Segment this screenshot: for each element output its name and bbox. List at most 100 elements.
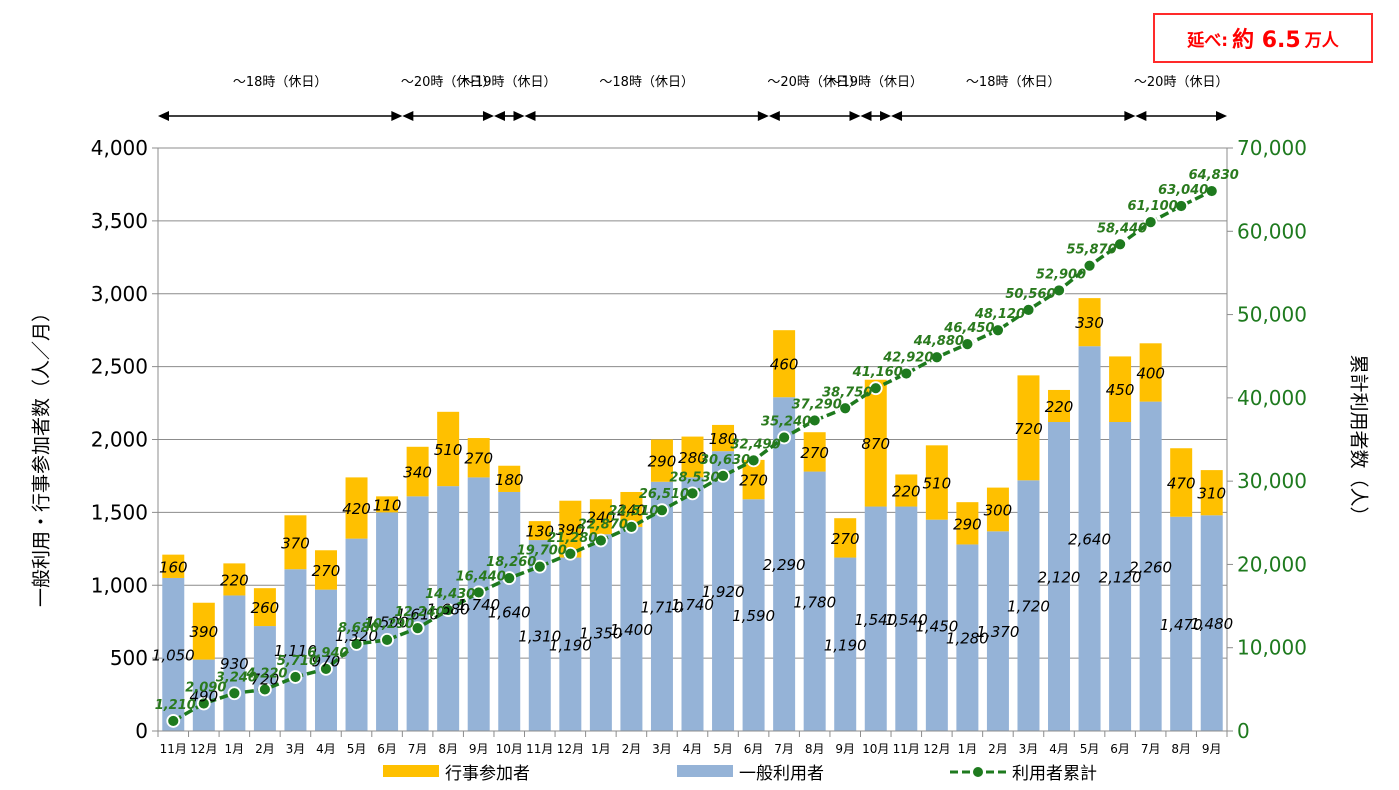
cumulative-label: 61,100	[1128, 199, 1178, 214]
period-arrow-head-right	[482, 111, 494, 121]
cumulative-point	[624, 519, 639, 534]
bar-label-general: 1,780	[793, 593, 836, 611]
bar-event	[345, 477, 368, 539]
y-right-tick-label: 0	[1237, 719, 1250, 743]
bar-general	[284, 569, 307, 731]
bar-label-event: 270	[464, 450, 493, 468]
cumulative-label: 5,710	[277, 654, 318, 669]
x-tick-label: 9月	[469, 742, 489, 756]
bar-label-event: 180	[495, 471, 524, 489]
bar-event	[712, 424, 735, 452]
x-tick-label: 7月	[774, 742, 794, 756]
bar-label-event: 220	[892, 483, 921, 501]
bar-label-general: 720	[251, 671, 280, 689]
cumulative-label: 63,040	[1158, 183, 1208, 198]
x-tick-label: 10月	[496, 742, 523, 756]
cumulative-label: 32,490	[730, 437, 780, 452]
bar-label-event: 130	[525, 523, 554, 541]
cumulative-point	[807, 413, 822, 428]
x-tick-label: 5月	[347, 742, 367, 756]
bar-label-general: 2,290	[763, 556, 806, 574]
bar-label-general: 1,740	[457, 596, 500, 614]
bar-general	[1139, 401, 1162, 731]
period-arrow-head-right	[391, 111, 403, 121]
cumulative-point	[1113, 237, 1127, 252]
bar-label-general: 1,640	[488, 603, 531, 621]
cumulative-point	[288, 670, 303, 684]
x-tick-label: 4月	[1049, 742, 1069, 756]
bar-general	[314, 589, 337, 731]
y-left-tick-label: 2,000	[91, 428, 148, 452]
cumulative-point	[716, 468, 730, 483]
x-tick-label: 6月	[377, 742, 397, 756]
x-tick-label: 11月	[893, 742, 920, 756]
bar-general	[1078, 346, 1101, 731]
period-arrow-head-left	[493, 111, 505, 121]
bar-general	[467, 477, 490, 731]
legend-item-general: 一般利用者	[677, 759, 824, 784]
bar-label-event: 720	[1014, 420, 1043, 438]
bar-general	[712, 451, 735, 731]
x-tick-label: 7月	[1141, 742, 1161, 756]
bar-event	[773, 330, 796, 398]
cumulative-point	[349, 637, 364, 651]
cumulative-label: 10,290	[364, 617, 414, 632]
cumulative-point	[227, 686, 242, 701]
bar-general	[528, 540, 551, 731]
bar-event	[650, 439, 673, 482]
legend-item-event: 行事参加者	[383, 759, 530, 784]
cumulative-label: 35,240	[761, 415, 811, 430]
cumulative-point	[929, 350, 944, 365]
cumulative-point	[532, 559, 547, 574]
bar-label-event: 420	[342, 500, 371, 518]
x-tick-label: 9月	[835, 742, 855, 756]
x-tick-label: 2月	[622, 742, 642, 756]
bar-label-event: 510	[434, 441, 463, 459]
cumulative-label: 64,830	[1189, 168, 1239, 183]
period-arrow-head-left	[891, 111, 903, 121]
bar-general	[834, 557, 857, 731]
bar-label-event: 390	[189, 623, 218, 641]
cumulative-label: 4,220	[245, 666, 287, 681]
y-right-tick-label: 70,000	[1237, 136, 1307, 160]
bar-event	[406, 446, 429, 497]
bar-label-general: 1,110	[274, 642, 317, 660]
x-tick-label: 1月	[225, 742, 245, 756]
bar-label-general: 1,050	[152, 646, 195, 664]
bar-general	[1170, 516, 1193, 731]
bar-label-general: 1,680	[427, 601, 470, 619]
total-visitors-badge: 延べ: 約 6.5 万人	[1153, 13, 1373, 63]
cumulative-label: 52,900	[1036, 267, 1086, 282]
y-left-tick-label: 3,000	[91, 282, 148, 306]
bar-label-general: 2,120	[1099, 569, 1142, 587]
cumulative-label: 12,240	[395, 605, 445, 620]
bar-general	[1109, 422, 1132, 731]
x-tick-label: 3月	[1019, 742, 1039, 756]
x-tick-label: 11月	[526, 742, 553, 756]
period-label: ～18時（休日）	[233, 75, 328, 90]
cumulative-point	[471, 585, 486, 600]
bar-event	[925, 445, 948, 520]
period-arrow-head-right	[849, 111, 861, 121]
bar-label-general: 1,710	[640, 598, 683, 616]
bar-label-general: 1,350	[579, 625, 622, 643]
bar-general	[956, 544, 979, 731]
bar-labels: 1,0501604903909302207202601,110370970270…	[152, 314, 1233, 705]
cumulative-label: 46,450	[943, 321, 994, 336]
cumulative-point	[166, 714, 181, 728]
bar-general	[559, 557, 582, 731]
bar-general	[253, 626, 276, 731]
bar-label-event: 270	[831, 530, 860, 548]
bar-label-general: 1,610	[396, 606, 439, 624]
bar-label-event: 310	[1197, 485, 1226, 503]
cumulative-label: 14,430	[425, 587, 475, 602]
period-label: ～19時（休日）	[462, 75, 557, 90]
cumulative-label: 6,940	[307, 646, 348, 661]
bars	[162, 298, 1223, 731]
cumulative-point	[960, 337, 975, 352]
period-arrow-head-right	[880, 111, 892, 121]
bar-label-event: 370	[281, 534, 310, 552]
bar-event	[1170, 448, 1193, 517]
bar-event	[1017, 375, 1040, 481]
